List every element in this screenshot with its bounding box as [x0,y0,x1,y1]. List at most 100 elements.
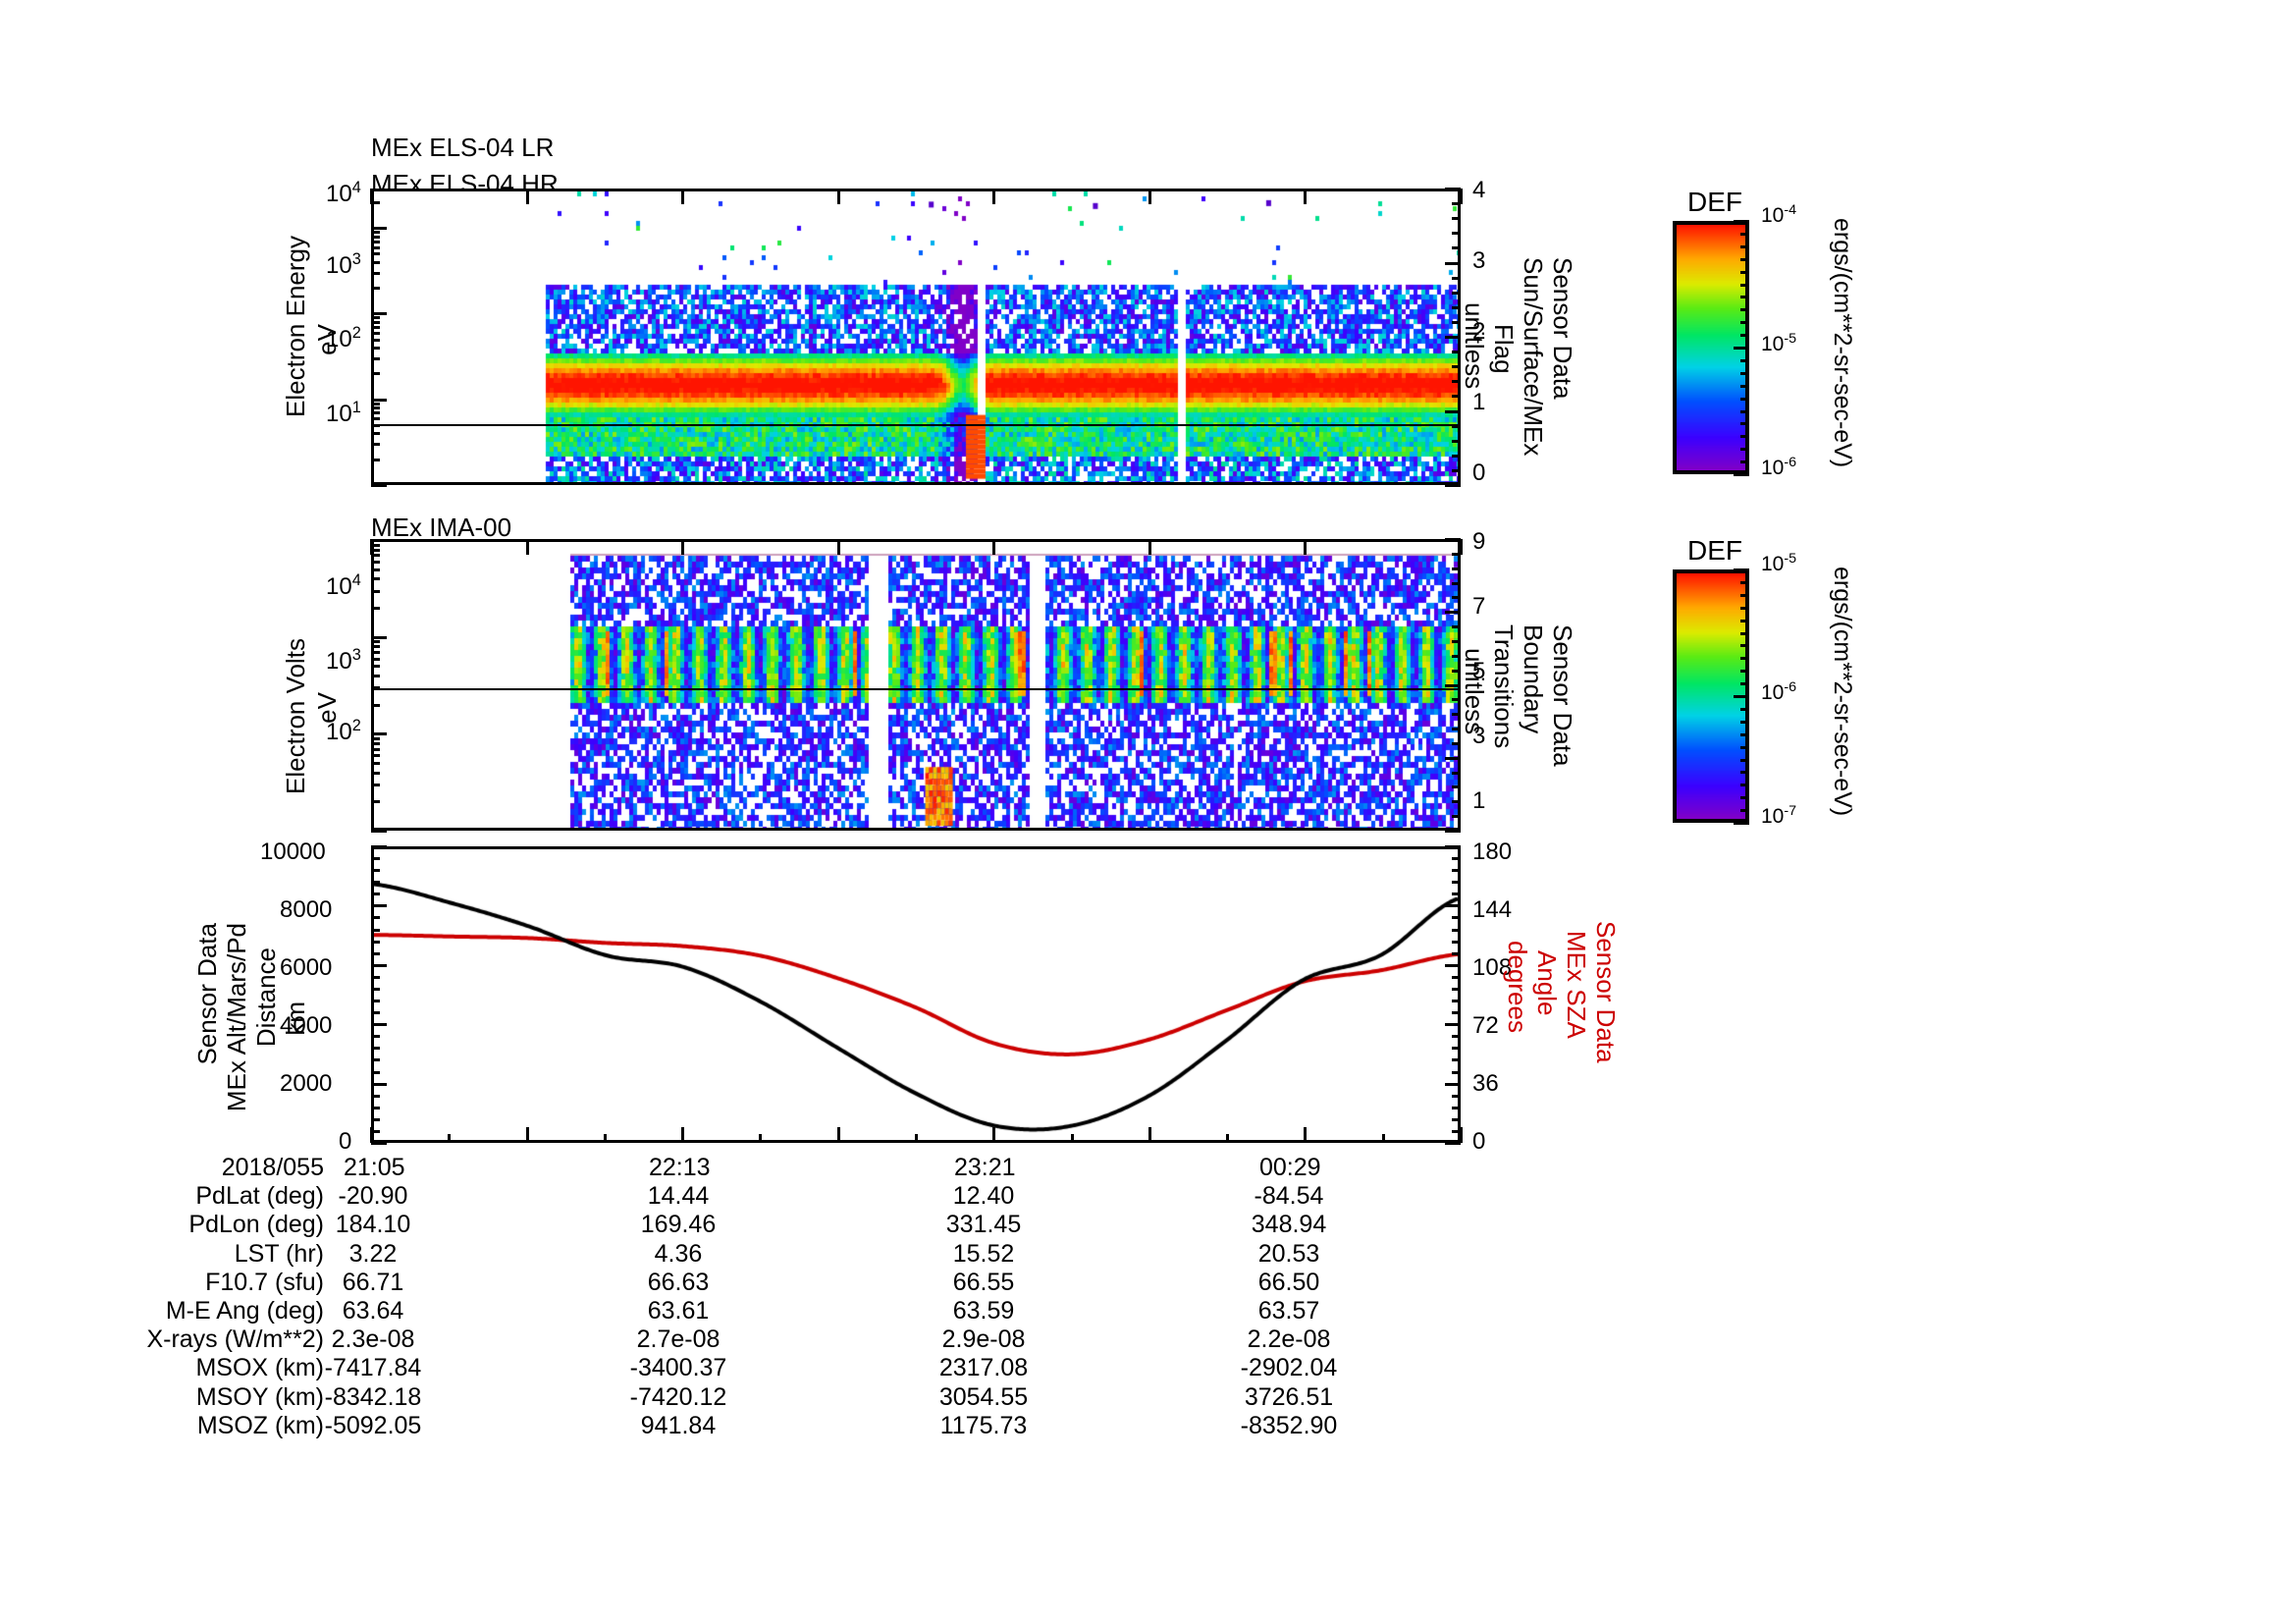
axis-tick [1452,698,1461,702]
param-value-c0-r3: 3.22 [348,1239,398,1268]
colorbar1-unit-label: ergs/(cm**2-sr-sec-eV) [1829,218,1856,468]
axis-tick [1452,1058,1461,1062]
panel3-rtick-144: 144 [1472,896,1513,923]
axis-tick-log [371,830,387,833]
panel2-rtick-9: 9 [1472,528,1486,555]
axis-tick-x-top [1304,539,1308,555]
param-value-c1-r7: -3400.37 [629,1354,727,1382]
colorbar-tick [1740,283,1749,287]
axis-tick [371,1094,380,1098]
axis-tick [371,951,380,955]
param-value-c1-r9: 941.84 [640,1411,717,1439]
colorbar-tick [1734,220,1749,223]
axis-tick-x-top [836,189,840,204]
axis-tick-x-top [681,189,685,204]
axis-tick [1445,845,1461,848]
panel1-y-left-label-line1: Electron Energy [281,236,310,417]
axis-tick [1452,202,1461,206]
axis-tick [371,940,380,944]
axis-tick-log [371,320,380,324]
axis-tick [1452,1106,1461,1109]
axis-tick [1445,963,1461,967]
axis-tick-x [1304,1127,1308,1143]
axis-tick [1445,409,1461,413]
axis-tick [371,963,387,967]
panel1-y-right-label-4: unitless [1460,302,1489,390]
colorbar-tick [1734,568,1749,571]
param-value-c3-r5: 63.57 [1257,1297,1320,1325]
axis-tick [1445,1142,1461,1145]
panel1-ytick-1e4-mant: 10 [326,181,352,207]
panel2-rtick-3: 3 [1472,723,1486,749]
axis-tick-log [371,458,380,461]
axis-tick [1452,365,1461,369]
axis-tick [1445,904,1461,908]
axis-tick-x-top [525,189,529,204]
panel1-ytick-1e3-exp: 3 [351,250,361,268]
colorbar-tick [1740,371,1749,375]
axis-tick-log [371,484,387,487]
axis-tick-log [371,771,380,775]
colorbar2-min-mant: 10 [1761,805,1785,828]
colorbar-tick [1740,657,1749,661]
axis-tick [1452,928,1461,932]
colorbar2-title: DEF [1687,535,1742,566]
axis-tick [1452,1011,1461,1015]
axis-tick-log [371,411,380,415]
axis-tick [1452,916,1461,920]
axis-tick [371,845,387,848]
param-value-c2-r3: 15.52 [952,1239,1015,1268]
axis-tick [1452,291,1461,295]
axis-tick-log [371,398,387,402]
param-value-c3-r8: 3726.51 [1244,1382,1334,1411]
param-value-c2-r8: 3054.55 [938,1382,1029,1411]
panel3-rtick-108: 108 [1472,954,1513,981]
axis-tick [1452,869,1461,873]
axis-tick [1452,351,1461,354]
axis-tick [1452,424,1461,428]
colorbar2-mid-label: 10-6 [1761,679,1796,705]
axis-tick-log [371,606,380,610]
axis-tick-log [371,657,380,661]
colorbar-tick [1740,745,1749,749]
axis-tick [1452,454,1461,458]
panel1-ytick-1e2: 102 [326,324,361,353]
axis-tick [1452,1035,1461,1039]
param-label-6: X-rays (W/m**2) [146,1325,324,1354]
axis-tick-log [371,417,380,421]
colorbar2-max-mant: 10 [1761,553,1785,575]
axis-tick [1445,261,1461,265]
param-value-c1-r3: 4.36 [654,1239,703,1268]
colorbar1-title: DEF [1687,187,1742,217]
axis-tick-log [371,686,380,690]
axis-tick-log [371,577,380,581]
axis-tick-x [1148,1127,1151,1143]
panel2-title: MEx IMA-00 [371,513,512,542]
panel3-ytick-4000: 4000 [280,1012,333,1039]
panel1-ytick-1e1: 101 [326,399,361,428]
colorbar1-min-label: 10-6 [1761,455,1796,480]
axis-tick-log [371,406,380,410]
panel3-ytick-2000: 2000 [280,1070,333,1097]
param-value-c1-r1: 14.44 [647,1182,710,1211]
axis-tick [1452,1117,1461,1121]
axis-tick-x [525,1127,529,1143]
panel3-rtick-180: 180 [1472,839,1513,865]
colorbar-tick [1740,580,1749,584]
panel3-ytick-0: 0 [339,1128,352,1155]
axis-tick-log [371,762,380,766]
axis-tick [371,916,380,920]
axis-tick-x-top [836,539,840,555]
colorbar-tick [1740,593,1749,597]
panel3-ytick-10000: 10000 [260,839,326,865]
panel3-y-right-label-3: Angle [1532,950,1562,1016]
param-value-c1-r6: 2.7e-08 [636,1325,721,1354]
axis-tick-x [915,1134,918,1143]
axis-tick [1445,188,1461,190]
param-label-3: LST (hr) [234,1239,324,1268]
axis-tick [371,881,380,885]
param-value-c3-r9: -8352.90 [1240,1411,1338,1439]
colorbar2-min-exp: -7 [1784,803,1797,819]
colorbar-tick [1740,244,1749,248]
axis-tick-log [371,800,380,804]
